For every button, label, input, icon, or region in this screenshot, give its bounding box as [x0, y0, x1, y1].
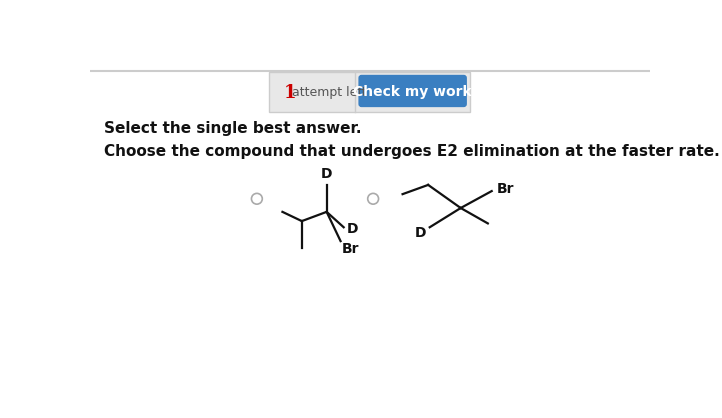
- Text: Br: Br: [342, 242, 360, 256]
- Text: D: D: [347, 222, 358, 236]
- Text: Choose the compound that undergoes E2 elimination at the faster rate.: Choose the compound that undergoes E2 el…: [104, 144, 720, 159]
- FancyBboxPatch shape: [358, 75, 467, 107]
- Text: D: D: [321, 167, 332, 181]
- Text: Select the single best answer.: Select the single best answer.: [104, 121, 362, 136]
- Text: Br: Br: [496, 182, 514, 196]
- Text: attempt left: attempt left: [292, 86, 366, 99]
- Text: Check my work: Check my work: [353, 85, 472, 99]
- Text: D: D: [415, 226, 427, 240]
- Text: 1: 1: [284, 84, 297, 102]
- FancyBboxPatch shape: [269, 72, 470, 112]
